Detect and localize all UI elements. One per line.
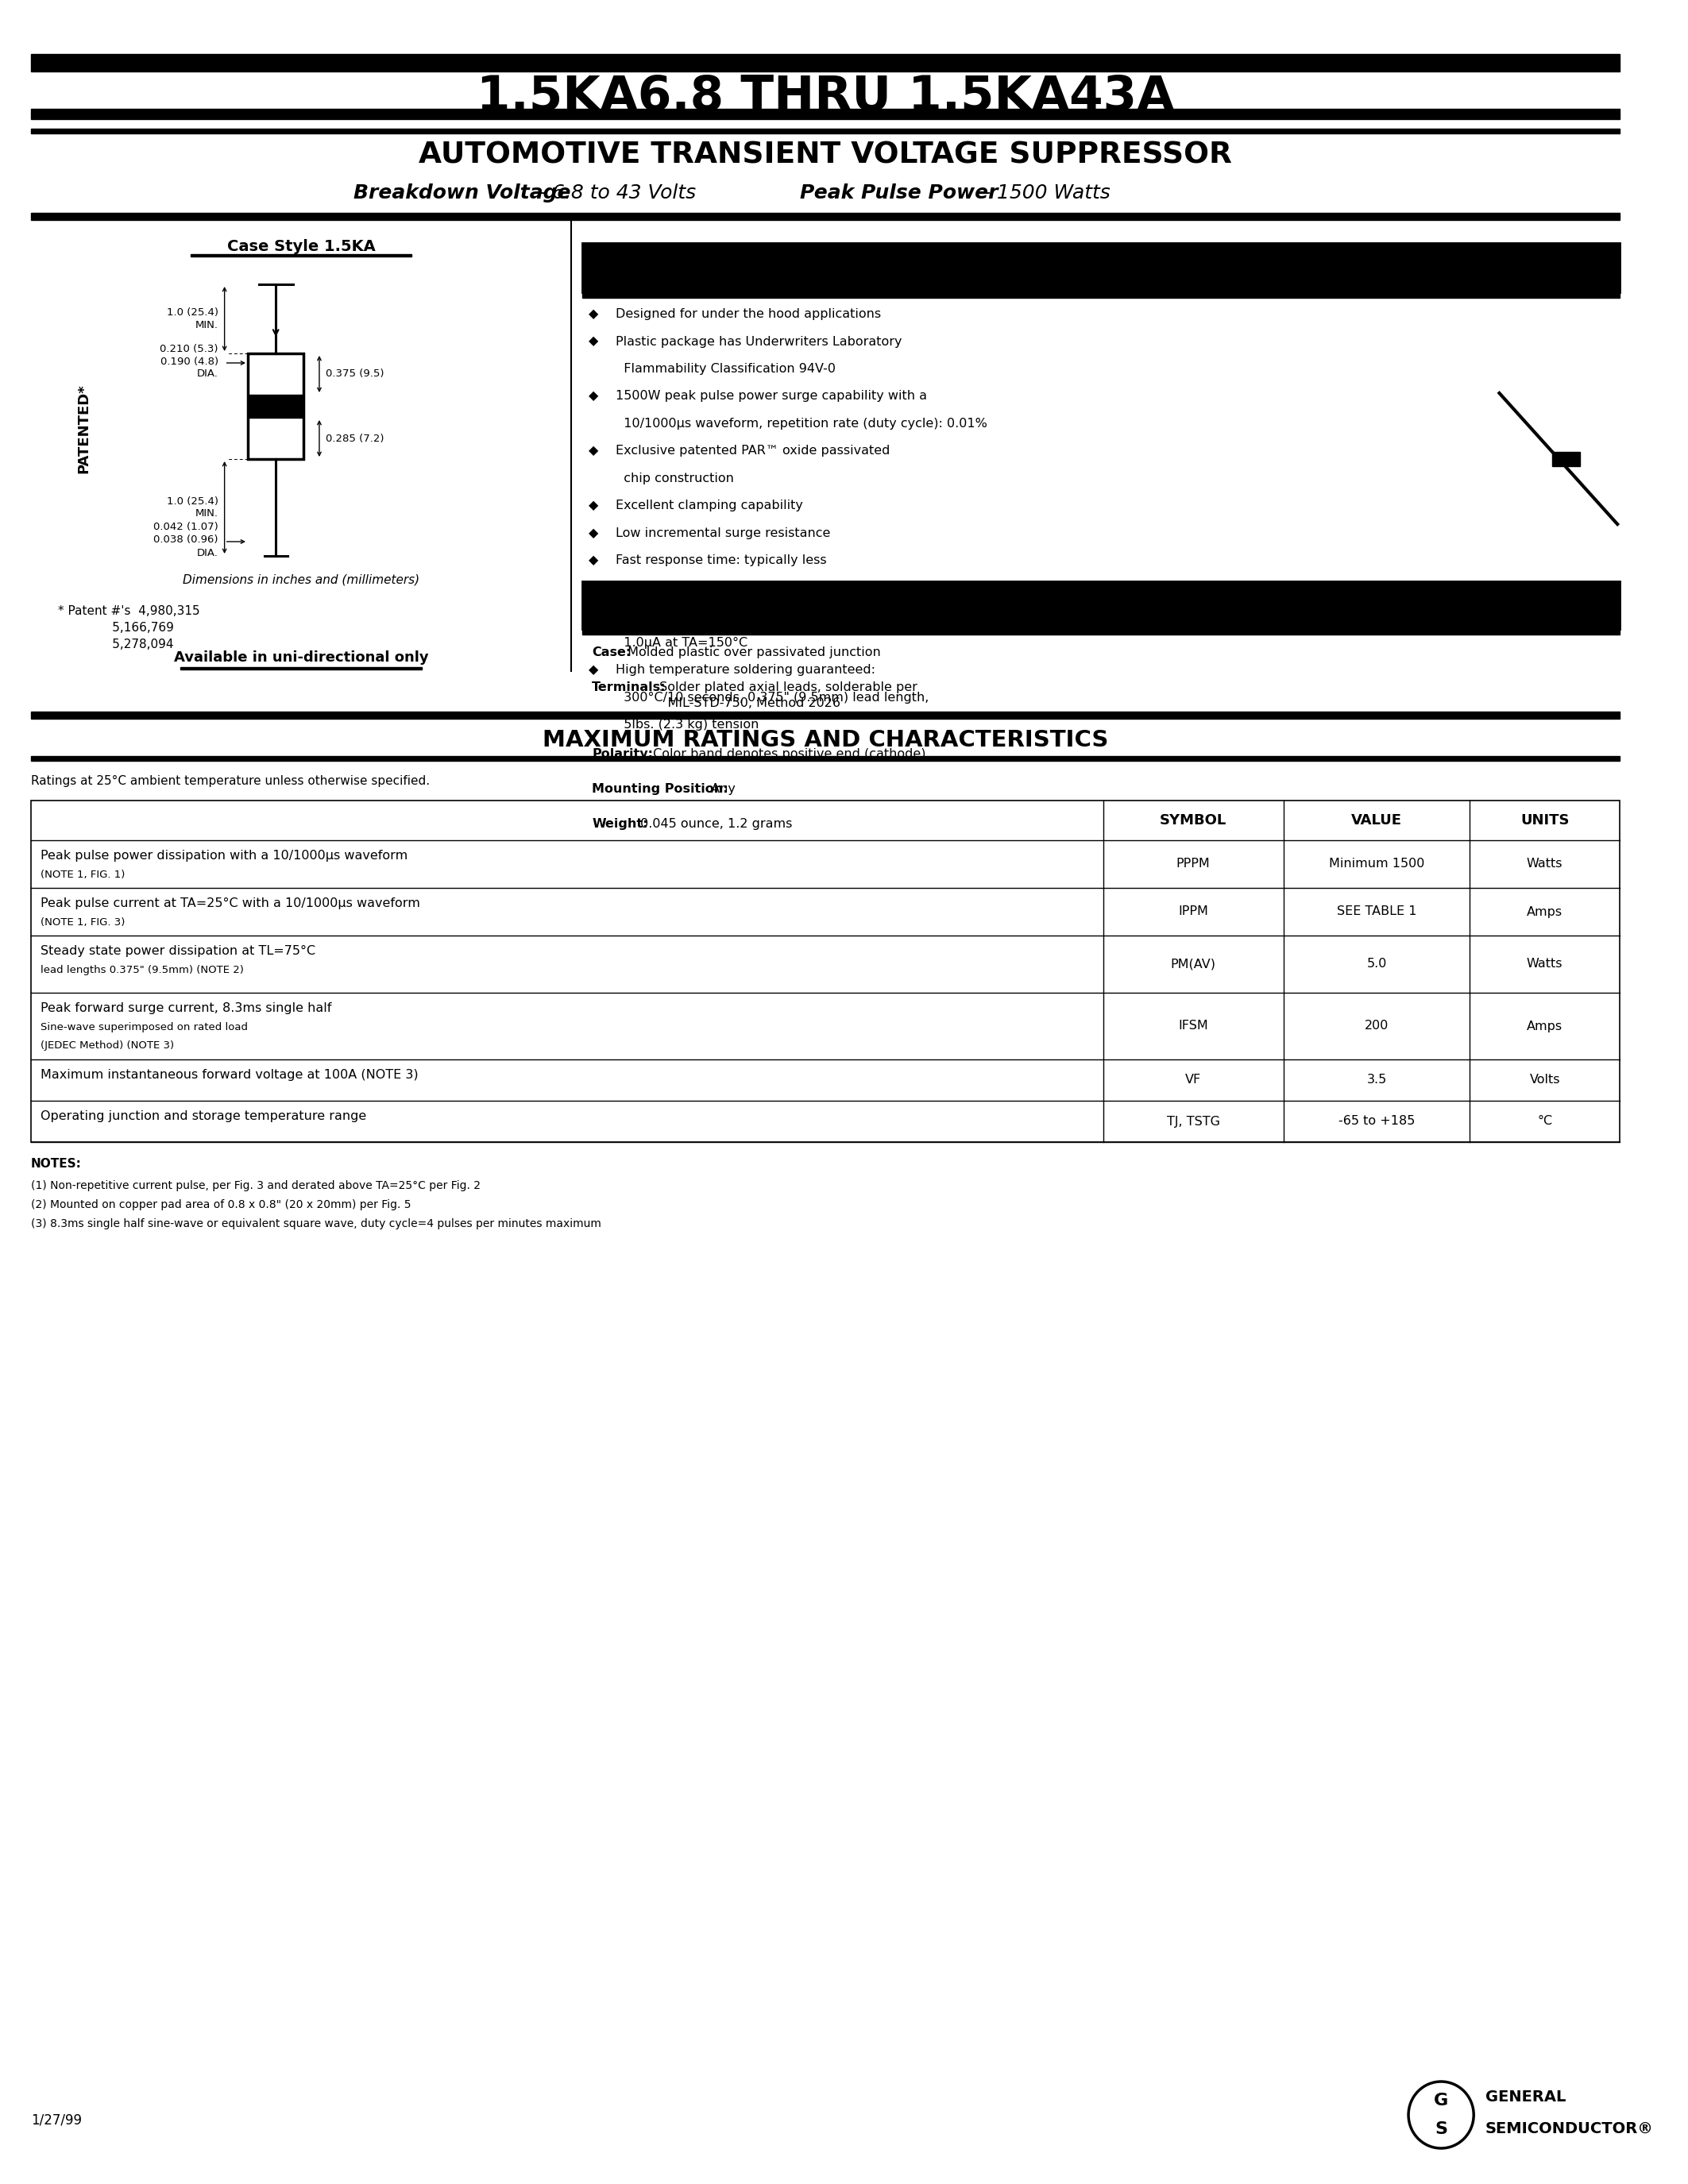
Text: 0.285 (7.2): 0.285 (7.2)	[326, 432, 383, 443]
Text: than 1.0 ps from 0 Volts to V(BR) for uni-directional: than 1.0 ps from 0 Volts to V(BR) for un…	[614, 583, 950, 594]
Text: Amps: Amps	[1528, 906, 1563, 917]
Text: Solder plated axial leads, solderable per
   MIL-STD-750, Method 2026: Solder plated axial leads, solderable pe…	[655, 681, 918, 710]
Text: 1500W peak pulse power surge capability with a: 1500W peak pulse power surge capability …	[614, 391, 927, 402]
Text: 1.5KA6.8 THRU 1.5KA43A: 1.5KA6.8 THRU 1.5KA43A	[476, 74, 1175, 120]
Text: 5.0: 5.0	[1367, 959, 1386, 970]
Text: 200: 200	[1364, 1020, 1389, 1033]
Text: Watts: Watts	[1526, 858, 1563, 869]
Text: IFSM: IFSM	[1178, 1020, 1209, 1033]
Text: (NOTE 1, FIG. 3): (NOTE 1, FIG. 3)	[41, 917, 125, 928]
Text: ◆: ◆	[589, 391, 599, 402]
Bar	[181, 666, 422, 670]
Polygon shape	[1553, 452, 1580, 465]
Text: 5lbs. (2.3 kg) tension: 5lbs. (2.3 kg) tension	[614, 719, 758, 732]
Text: Operating junction and storage temperature range: Operating junction and storage temperatu…	[41, 1109, 366, 1123]
Text: PM(AV): PM(AV)	[1170, 959, 1215, 970]
Text: (2) Mounted on copper pad area of 0.8 x 0.8" (20 x 20mm) per Fig. 5: (2) Mounted on copper pad area of 0.8 x …	[30, 1199, 412, 1210]
Text: Sine-wave superimposed on rated load: Sine-wave superimposed on rated load	[41, 1022, 248, 1033]
Text: FEATURES: FEATURES	[1031, 256, 1170, 280]
Text: -65 to +185: -65 to +185	[1339, 1116, 1415, 1127]
Text: Plastic package has Underwriters Laboratory: Plastic package has Underwriters Laborat…	[614, 336, 901, 347]
Text: VF: VF	[1185, 1075, 1202, 1085]
Text: 3.5: 3.5	[1367, 1075, 1386, 1085]
Text: 1.0μA at TA=150°C: 1.0μA at TA=150°C	[614, 638, 748, 649]
Bar	[582, 290, 1620, 297]
Text: For devices with V(BR)≥10V ID are typically less than: For devices with V(BR)≥10V ID are typica…	[614, 609, 957, 622]
Text: Excellent clamping capability: Excellent clamping capability	[614, 500, 802, 511]
Bar	[582, 581, 1620, 629]
Text: ◆: ◆	[589, 555, 599, 566]
Text: - 6.8 to 43 Volts: - 6.8 to 43 Volts	[532, 183, 695, 203]
Text: NOTES:: NOTES:	[30, 1158, 81, 1171]
Text: Peak Pulse Power: Peak Pulse Power	[800, 183, 998, 203]
Bar	[582, 629, 1620, 636]
Text: Molded plastic over passivated junction: Molded plastic over passivated junction	[625, 646, 881, 657]
Text: PPPM: PPPM	[1177, 858, 1210, 869]
Text: Peak pulse current at TA=25°C with a 10/1000μs waveform: Peak pulse current at TA=25°C with a 10/…	[41, 898, 420, 909]
Text: 0.045 ounce, 1.2 grams: 0.045 ounce, 1.2 grams	[636, 819, 793, 830]
Text: MAXIMUM RATINGS AND CHARACTERISTICS: MAXIMUM RATINGS AND CHARACTERISTICS	[542, 729, 1109, 751]
Text: Volts: Volts	[1529, 1075, 1560, 1085]
Text: MECHANICAL DATA: MECHANICAL DATA	[972, 594, 1231, 616]
Text: ◆: ◆	[589, 308, 599, 321]
Text: lead lengths 0.375" (9.5mm) (NOTE 2): lead lengths 0.375" (9.5mm) (NOTE 2)	[41, 965, 243, 976]
Text: 0.375 (9.5): 0.375 (9.5)	[326, 369, 383, 380]
Text: 0.042 (1.07)
0.038 (0.96)
DIA.: 0.042 (1.07) 0.038 (0.96) DIA.	[154, 522, 218, 557]
Text: ◆: ◆	[589, 336, 599, 347]
Text: S: S	[1435, 2121, 1447, 2138]
Text: 0.210 (5.3)
0.190 (4.8)
DIA.: 0.210 (5.3) 0.190 (4.8) DIA.	[160, 343, 218, 380]
Text: PATENTED*: PATENTED*	[76, 384, 91, 474]
Text: Any: Any	[707, 784, 736, 795]
Text: Exclusive patented PAR™ oxide passivated: Exclusive patented PAR™ oxide passivated	[614, 446, 890, 456]
Text: VALUE: VALUE	[1350, 812, 1403, 828]
Text: 300°C/10 seconds, 0.375" (9.5mm) lead length,: 300°C/10 seconds, 0.375" (9.5mm) lead le…	[614, 692, 928, 703]
Text: ◆: ◆	[589, 446, 599, 456]
Text: Peak pulse power dissipation with a 10/1000μs waveform: Peak pulse power dissipation with a 10/1…	[41, 850, 407, 863]
Text: Dimensions in inches and (millimeters): Dimensions in inches and (millimeters)	[182, 574, 419, 585]
Text: AUTOMOTIVE TRANSIENT VOLTAGE SUPPRESSOR: AUTOMOTIVE TRANSIENT VOLTAGE SUPPRESSOR	[419, 142, 1232, 170]
Text: (1) Non-repetitive current pulse, per Fig. 3 and derated above TA=25°C per Fig. : (1) Non-repetitive current pulse, per Fi…	[30, 1179, 481, 1190]
Text: Minimum 1500: Minimum 1500	[1328, 858, 1425, 869]
Bar	[582, 242, 1620, 293]
Bar	[30, 802, 1620, 1142]
Text: 10/1000μs waveform, repetition rate (duty cycle): 0.01%: 10/1000μs waveform, repetition rate (dut…	[614, 417, 987, 430]
Bar	[248, 354, 304, 459]
Text: Watts: Watts	[1526, 959, 1563, 970]
Text: 1.0 (25.4)
MIN.: 1.0 (25.4) MIN.	[167, 308, 218, 330]
Text: (JEDEC Method) (NOTE 3): (JEDEC Method) (NOTE 3)	[41, 1040, 174, 1051]
Text: - 1500 Watts: - 1500 Watts	[977, 183, 1111, 203]
Text: Designed for under the hood applications: Designed for under the hood applications	[614, 308, 881, 321]
Bar	[30, 129, 1620, 133]
Text: ◆: ◆	[589, 526, 599, 539]
Text: * Patent #'s  4,980,315
              5,166,769
              5,278,094: * Patent #'s 4,980,315 5,166,769 5,278,0…	[59, 605, 201, 651]
Text: Weight:: Weight:	[592, 819, 648, 830]
Text: SEMICONDUCTOR®: SEMICONDUCTOR®	[1485, 2121, 1654, 2136]
Text: SEE TABLE 1: SEE TABLE 1	[1337, 906, 1416, 917]
Text: (NOTE 1, FIG. 1): (NOTE 1, FIG. 1)	[41, 869, 125, 880]
Text: °C: °C	[1538, 1116, 1553, 1127]
Text: ◆: ◆	[589, 609, 599, 622]
Text: Breakdown Voltage: Breakdown Voltage	[353, 183, 571, 203]
Text: 1/27/99: 1/27/99	[30, 2112, 83, 2127]
Text: High temperature soldering guaranteed:: High temperature soldering guaranteed:	[614, 664, 874, 677]
Text: G: G	[1433, 2092, 1448, 2108]
Text: Flammability Classification 94V-0: Flammability Classification 94V-0	[614, 363, 836, 376]
Text: ◆: ◆	[589, 664, 599, 677]
Bar	[30, 212, 1620, 221]
Bar	[582, 581, 1620, 629]
Text: Steady state power dissipation at TL=75°C: Steady state power dissipation at TL=75°…	[41, 946, 316, 957]
Bar	[191, 253, 412, 256]
Text: SYMBOL: SYMBOL	[1160, 812, 1227, 828]
Bar	[30, 55, 1620, 72]
Text: UNITS: UNITS	[1521, 812, 1570, 828]
Text: Peak forward surge current, 8.3ms single half: Peak forward surge current, 8.3ms single…	[41, 1002, 331, 1013]
Text: Mounting Position:: Mounting Position:	[592, 784, 728, 795]
Text: Case Style 1.5KA: Case Style 1.5KA	[226, 238, 375, 253]
Text: Terminals:: Terminals:	[592, 681, 667, 692]
Text: Low incremental surge resistance: Low incremental surge resistance	[614, 526, 830, 539]
Bar	[30, 109, 1620, 120]
Text: Fast response time: typically less: Fast response time: typically less	[614, 555, 825, 566]
Text: GENERAL: GENERAL	[1485, 2090, 1566, 2103]
Text: Maximum instantaneous forward voltage at 100A (NOTE 3): Maximum instantaneous forward voltage at…	[41, 1068, 419, 1081]
Text: ◆: ◆	[589, 500, 599, 511]
